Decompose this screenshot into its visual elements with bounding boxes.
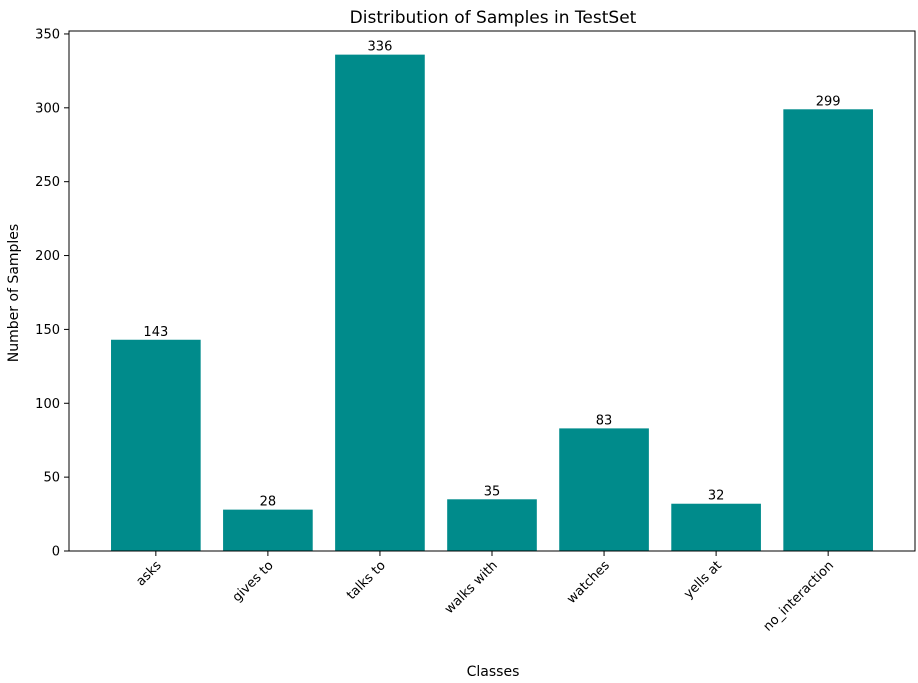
y-tick-label: 300 <box>35 101 60 116</box>
x-tick-label: asks <box>134 558 165 589</box>
x-tick-label: talks to <box>344 558 389 603</box>
x-axis: asks gives to talks to walks with watches yel… <box>134 551 837 635</box>
y-tick-label: 250 <box>35 175 60 190</box>
y-axis: 0 50 100 150 200 250 300 350 <box>35 27 69 560</box>
x-tick-label: yells at <box>681 558 725 602</box>
bar-yells-at <box>671 503 761 551</box>
bar-watches <box>559 428 649 551</box>
y-tick-label: 150 <box>35 323 60 338</box>
y-tick-label: 200 <box>35 249 60 264</box>
data-label: 83 <box>596 413 613 428</box>
data-label: 299 <box>816 94 841 109</box>
x-axis-label: Classes <box>467 664 520 680</box>
data-labels-group: 143 28 336 35 83 32 299 <box>143 40 840 510</box>
x-tick-label: gives to <box>230 558 277 605</box>
x-tick-label: no_interaction <box>761 558 837 634</box>
y-tick-label: 0 <box>52 545 60 560</box>
y-axis-label: Number of Samples <box>6 224 22 362</box>
data-label: 35 <box>484 484 501 499</box>
bar-walks-with <box>447 499 537 551</box>
data-label: 32 <box>708 489 725 504</box>
y-tick-label: 350 <box>35 27 60 42</box>
y-tick-label: 50 <box>43 471 60 486</box>
data-label: 336 <box>368 40 393 55</box>
x-tick-label: watches <box>564 558 613 607</box>
plot-area: 143 28 336 35 83 32 299 <box>68 30 916 552</box>
bar-gives-to <box>223 509 313 551</box>
data-label: 28 <box>260 495 277 510</box>
bar-no-interaction <box>783 109 873 551</box>
bars-group <box>111 54 873 552</box>
y-tick-label: 100 <box>35 397 60 412</box>
data-label: 143 <box>143 325 168 340</box>
bar-asks <box>111 339 201 551</box>
bar-talks-to <box>335 54 425 552</box>
x-tick-label: walks with <box>442 558 501 617</box>
chart-title: Distribution of Samples in TestSet <box>350 8 637 28</box>
